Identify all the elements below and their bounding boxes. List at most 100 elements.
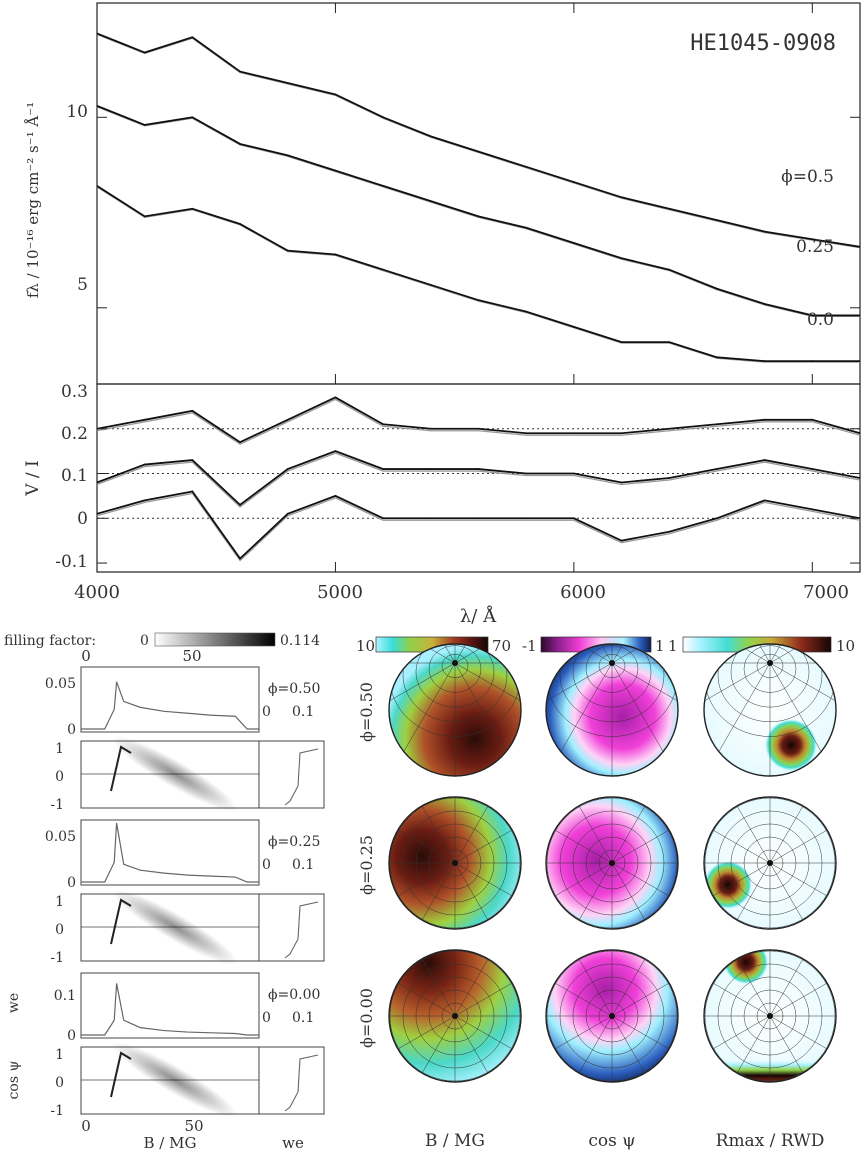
vi-point-2-7 [429, 517, 432, 520]
vi-point-1-2 [191, 459, 194, 461]
map-row-label-0.25: ϕ=0.25 [357, 835, 376, 895]
ff-gradient [154, 632, 276, 647]
spectra-ytick-5: 5 [77, 275, 88, 295]
vi-point-1-3 [239, 503, 241, 506]
spectrum-point-1-11 [620, 257, 623, 260]
vi-point-0-7 [429, 427, 432, 430]
spectrum-point-1-5 [334, 169, 337, 172]
spectrum-point-2-5 [334, 253, 337, 256]
spectrum-point-2-10 [572, 325, 575, 328]
vi-point-2-9 [525, 517, 528, 520]
colorbars: 10 70 -1 1 1 10 [356, 636, 855, 655]
vi-point-1-0 [97, 481, 98, 484]
filling-factor-label: filling factor: [4, 633, 96, 649]
globe-pole-4 [609, 860, 615, 866]
spectrum-point-2-3 [239, 223, 241, 225]
cbar-r-max: 10 [836, 637, 855, 655]
hist-ytick-0-b: 0 [67, 875, 76, 891]
spectrum-point-1-15 [811, 314, 814, 317]
vi-observed-2 [97, 492, 860, 562]
filling-factor-bar: filling factor: 0 0.114 0 50 [4, 632, 320, 665]
globe-pole-1 [609, 660, 615, 666]
vi-point-0-5 [334, 396, 337, 399]
globe-meridian-2-7 [704, 644, 771, 664]
globe-meridian-0-7 [389, 644, 456, 664]
spectrum-point-2-15 [811, 360, 814, 363]
scatter-edge-0 [110, 745, 132, 792]
xtick-7000: 7000 [803, 582, 849, 603]
spectrum-point-2-11 [620, 341, 623, 343]
histogram-content [81, 681, 319, 1118]
vi-ytick-0: 0 [77, 509, 88, 529]
spectrum-point-0-15 [811, 238, 814, 241]
map-col-label-r: Rmax / RWD [716, 1131, 825, 1151]
globe-pole-0 [452, 660, 458, 666]
we-frame-phase-0.00 [258, 1046, 325, 1115]
vi-point-1-15 [811, 468, 814, 470]
spectra-ticks [96, 3, 860, 384]
ff-max-label: 0.114 [280, 633, 320, 649]
we-frame-phase-0.50 [258, 740, 325, 809]
vi-series-1 [97, 450, 860, 507]
spectrum-point-0-0 [97, 32, 98, 35]
globe-meridian-1-1 [611, 662, 678, 734]
spectrum-point-1-8 [477, 215, 480, 218]
spectrum-point-1-14 [763, 303, 766, 305]
spectrum-point-0-4 [286, 82, 289, 84]
polarization-panel: 0.3 0.2 0.1 0 -0.1 V / I 4000 5000 6000 … [23, 382, 861, 627]
spectra-frame [96, 2, 861, 385]
vi-point-1-9 [525, 472, 528, 475]
vi-point-2-5 [334, 495, 337, 497]
vi-point-1-16 [859, 477, 860, 479]
vi-point-2-3 [239, 557, 241, 560]
spectrum-point-2-0 [97, 184, 98, 187]
spectra-panel: HE1045-0908 ϕ=0.5 0.25 0.0 10 5 fλ / 10⁻… [24, 2, 861, 385]
polarization-ticks [96, 383, 860, 572]
globe-pole-6 [452, 1013, 458, 1019]
vi-point-0-11 [620, 432, 623, 435]
hist-ytick-0-c: 0 [67, 1028, 76, 1044]
scatter-edge-2 [110, 1051, 132, 1098]
ff-min-label: 0 [140, 633, 149, 649]
we-tick-0.1-c: 0.1 [292, 1010, 314, 1026]
globe-pole-5 [767, 860, 773, 866]
spectrum-model-2 [97, 186, 860, 363]
hist-xlabel-we: we [282, 1134, 304, 1152]
globe-meridian-2-1 [769, 662, 836, 734]
we-frame-phase-0.25 [258, 893, 325, 962]
globe-meridian-1-5 [546, 662, 613, 734]
we-histogram-2 [81, 983, 259, 1036]
vi-point-0-8 [477, 427, 480, 430]
spectrum-point-0-8 [477, 150, 480, 153]
vi-point-1-8 [477, 468, 480, 470]
vi-point-1-1 [143, 463, 146, 466]
vi-point-1-11 [620, 481, 623, 484]
cbar-r-min: 1 [668, 637, 678, 655]
vi-point-1-12 [668, 477, 671, 479]
cos-ytick-0-b: 0 [55, 922, 64, 938]
vi-ytick-0.2: 0.2 [61, 424, 88, 444]
cbar-cos-min: -1 [522, 637, 537, 655]
spectrum-series-1 [97, 105, 860, 317]
spectrum-point-0-12 [668, 207, 671, 210]
vi-point-1-10 [572, 472, 575, 475]
vi-point-0-1 [143, 418, 146, 421]
we-histogram-0 [81, 681, 259, 730]
vi-point-2-0 [97, 512, 98, 515]
spectrum-model-1 [97, 106, 860, 318]
object-name: HE1045-0908 [690, 31, 836, 56]
cos-ytick-1-c: 1 [55, 1047, 64, 1063]
vi-point-0-13 [716, 423, 718, 426]
vi-point-2-14 [763, 499, 766, 502]
vi-observed-1 [97, 452, 860, 508]
vi-point-2-1 [143, 499, 146, 502]
vi-series-2 [97, 490, 860, 560]
spectrum-series-2 [97, 185, 860, 363]
vi-ylabel: V / I [23, 460, 43, 497]
cbar-b-max: 70 [492, 637, 511, 655]
globe-meridian-0-11 [454, 644, 521, 664]
phase-label-0.5: ϕ=0.5 [781, 167, 834, 187]
cbar-cos-max: 1 [655, 637, 665, 655]
vi-point-0-2 [191, 409, 194, 412]
